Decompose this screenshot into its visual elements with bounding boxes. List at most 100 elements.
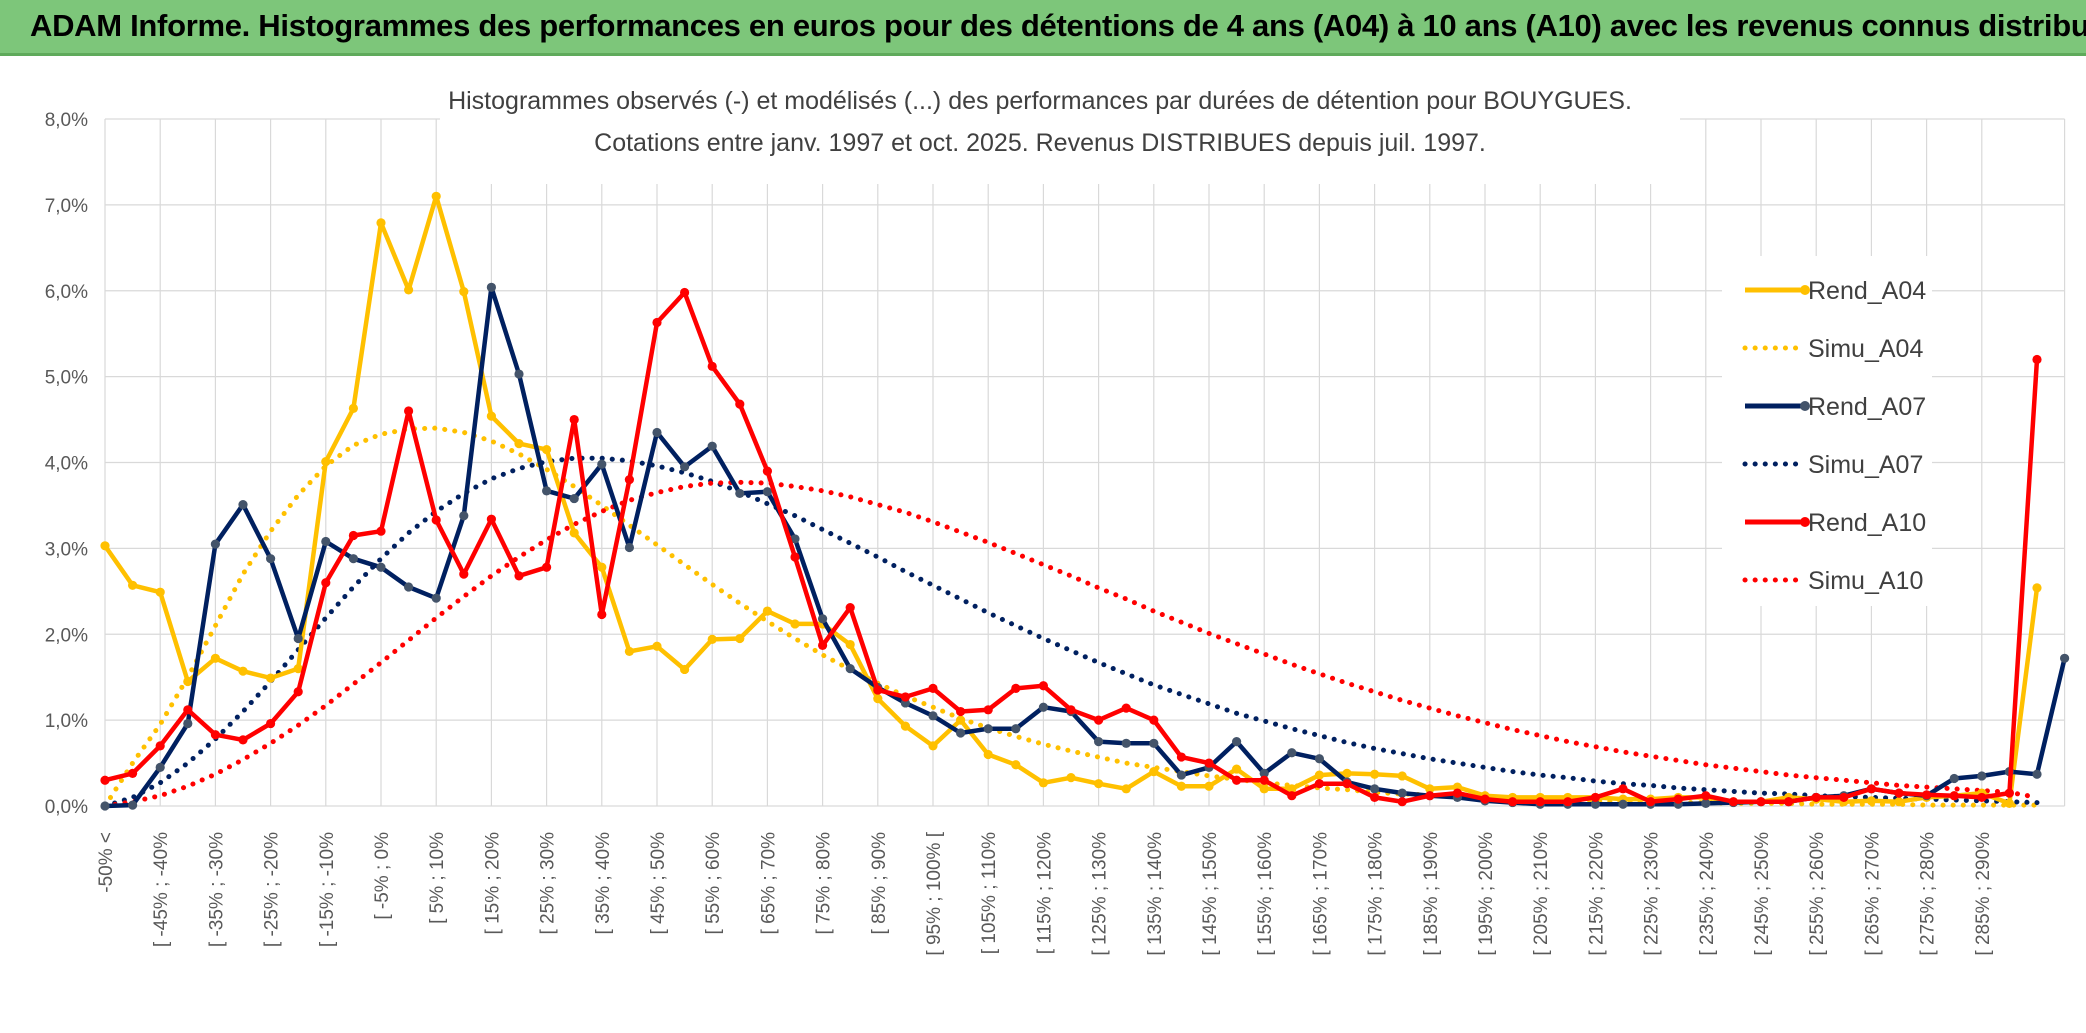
point-rend-a04 — [348, 403, 358, 413]
point-rend-a10 — [1618, 784, 1628, 794]
x-tick-label: [ 285% ; 290% — [1973, 832, 1994, 956]
point-rend-a10 — [1314, 779, 1324, 789]
x-tick-label: [ 105% ; 110% — [979, 832, 1000, 954]
point-rend-a04 — [652, 641, 662, 651]
x-tick-label: [ 75% ; 80% — [814, 832, 835, 935]
x-tick-label: [ 115% ; 120% — [1034, 832, 1055, 954]
point-rend-a10 — [486, 514, 496, 524]
point-rend-a04 — [680, 664, 690, 675]
point-rend-a10 — [1287, 791, 1297, 801]
point-rend-a04 — [486, 411, 496, 421]
x-tick-label: [ 125% ; 130% — [1090, 832, 1111, 956]
legend-marker-rend-a04 — [1800, 285, 1810, 295]
point-rend-a07 — [1232, 736, 1242, 747]
point-rend-a04 — [1094, 779, 1104, 789]
point-rend-a04 — [1149, 767, 1159, 777]
point-rend-a10 — [1508, 797, 1518, 807]
point-rend-a07 — [404, 582, 414, 592]
point-rend-a04 — [845, 639, 855, 650]
x-tick-label: [ 25% ; 30% — [538, 832, 559, 935]
x-tick-label: [ 265% ; 270% — [1862, 832, 1883, 956]
point-rend-a10 — [404, 406, 414, 416]
point-rend-a10 — [1756, 797, 1766, 807]
point-rend-a10 — [1425, 791, 1435, 801]
point-rend-a07 — [1397, 788, 1407, 798]
x-axis-ticks: -50% < [ -45% ; -40% [ -35% ; -30% [ -25% ;… — [96, 831, 1994, 955]
x-tick-label: [ 175% ; 180% — [1366, 832, 1387, 956]
point-rend-a07 — [514, 369, 524, 379]
point-rend-a04 — [542, 445, 552, 455]
y-tick-label: 7,0% — [45, 196, 88, 217]
point-rend-a04 — [1397, 771, 1407, 781]
point-rend-a10 — [514, 571, 524, 581]
series-line-simu-a04 — [102, 425, 2040, 809]
point-rend-a07 — [486, 282, 496, 292]
point-rend-a10 — [707, 361, 717, 371]
legend-backdrop — [1722, 256, 1932, 606]
point-rend-a07 — [1259, 768, 1269, 778]
y-tick-label: 1,0% — [45, 711, 88, 732]
point-rend-a04 — [238, 666, 248, 676]
x-tick-label: [ -15% ; -10% — [317, 832, 338, 947]
point-rend-a04 — [1287, 784, 1297, 794]
point-rend-a04 — [1176, 781, 1186, 791]
x-tick-label: [ 5% ; 10% — [427, 832, 448, 924]
point-rend-a10 — [652, 317, 662, 328]
point-rend-a07 — [707, 441, 717, 451]
series-line-simu-a07 — [102, 455, 2040, 809]
point-rend-a10 — [1397, 797, 1407, 807]
point-rend-a10 — [624, 475, 635, 485]
x-tick-label: [ 15% ; 20% — [482, 832, 503, 935]
point-rend-a10 — [1646, 797, 1656, 807]
legend-label-rend-a10: Rend_A10 — [1808, 509, 1926, 537]
point-rend-a07 — [155, 762, 165, 772]
point-rend-a10 — [597, 609, 607, 620]
point-rend-a10 — [2032, 354, 2042, 365]
x-tick-label: [ 195% ; 200% — [1476, 832, 1497, 956]
point-rend-a07 — [100, 801, 110, 811]
point-rend-a10 — [1094, 715, 1104, 725]
point-rend-a07 — [2032, 769, 2042, 779]
point-rend-a10 — [266, 718, 276, 729]
x-tick-label: [ 225% ; 230% — [1642, 832, 1663, 956]
point-rend-a07 — [459, 511, 469, 521]
point-rend-a04 — [1425, 784, 1435, 794]
x-tick-label: [ 35% ; 40% — [593, 832, 614, 935]
point-rend-a10 — [128, 768, 138, 778]
point-rend-a04 — [900, 721, 911, 731]
point-rend-a10 — [348, 530, 358, 541]
point-rend-a07 — [597, 459, 607, 469]
point-rend-a04 — [1370, 769, 1380, 779]
point-rend-a10 — [100, 775, 110, 785]
point-rend-a07 — [1176, 770, 1186, 780]
point-rend-a10 — [1811, 792, 1821, 803]
point-rend-a10 — [1011, 683, 1021, 693]
point-rend-a04 — [459, 287, 469, 297]
point-rend-a07 — [1314, 754, 1324, 764]
point-rend-a10 — [2004, 788, 2014, 798]
point-rend-a10 — [762, 466, 773, 476]
point-rend-a07 — [928, 711, 938, 721]
point-rend-a07 — [1121, 738, 1131, 748]
x-tick-label: [ 155% ; 160% — [1255, 832, 1276, 956]
point-rend-a10 — [542, 562, 552, 572]
point-rend-a04 — [100, 541, 110, 551]
point-rend-a04 — [790, 619, 800, 629]
point-rend-a04 — [569, 528, 579, 538]
point-rend-a04 — [707, 634, 717, 645]
point-rend-a10 — [1894, 788, 1904, 798]
y-tick-label: 8,0% — [45, 110, 88, 131]
point-rend-a07 — [956, 728, 966, 738]
x-tick-label: [ 85% ; 90% — [869, 832, 890, 935]
point-rend-a10 — [1922, 790, 1932, 800]
point-rend-a07 — [128, 800, 138, 810]
point-rend-a07 — [431, 593, 441, 603]
legend-marker-rend-a10 — [1800, 517, 1810, 527]
point-rend-a07 — [1011, 724, 1021, 734]
point-rend-a07 — [266, 554, 276, 564]
x-tick-label: [ 275% ; 280% — [1918, 832, 1939, 956]
point-rend-a10 — [900, 692, 911, 702]
point-rend-a07 — [680, 462, 690, 472]
point-rend-a07 — [1977, 771, 1987, 781]
point-rend-a07 — [735, 488, 745, 499]
